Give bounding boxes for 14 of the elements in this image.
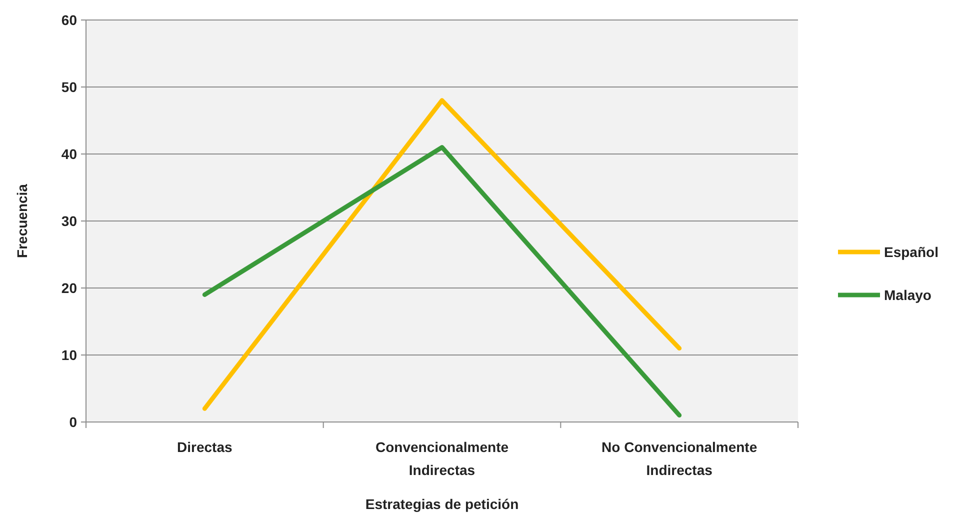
- y-tick-label: 10: [61, 346, 78, 363]
- y-axis-title: Frecuencia: [14, 184, 30, 258]
- y-tick-label: 0: [69, 414, 78, 430]
- y-tick-label: 50: [61, 78, 78, 95]
- legend-label: Español: [884, 244, 938, 260]
- x-tick-label: Directas: [177, 439, 233, 455]
- legend-label: Malayo: [884, 286, 932, 303]
- x-tick-label: No Convencionalmente Indirectas: [602, 439, 758, 478]
- y-tick-label: 40: [61, 146, 78, 162]
- x-tick-label: Convencionalmente Indirectas: [375, 439, 509, 478]
- x-axis-title: Estrategias de petición: [365, 496, 519, 512]
- y-tick-label: 30: [61, 212, 78, 229]
- y-tick-label: 60: [61, 12, 78, 28]
- y-tick-label: 20: [61, 280, 78, 296]
